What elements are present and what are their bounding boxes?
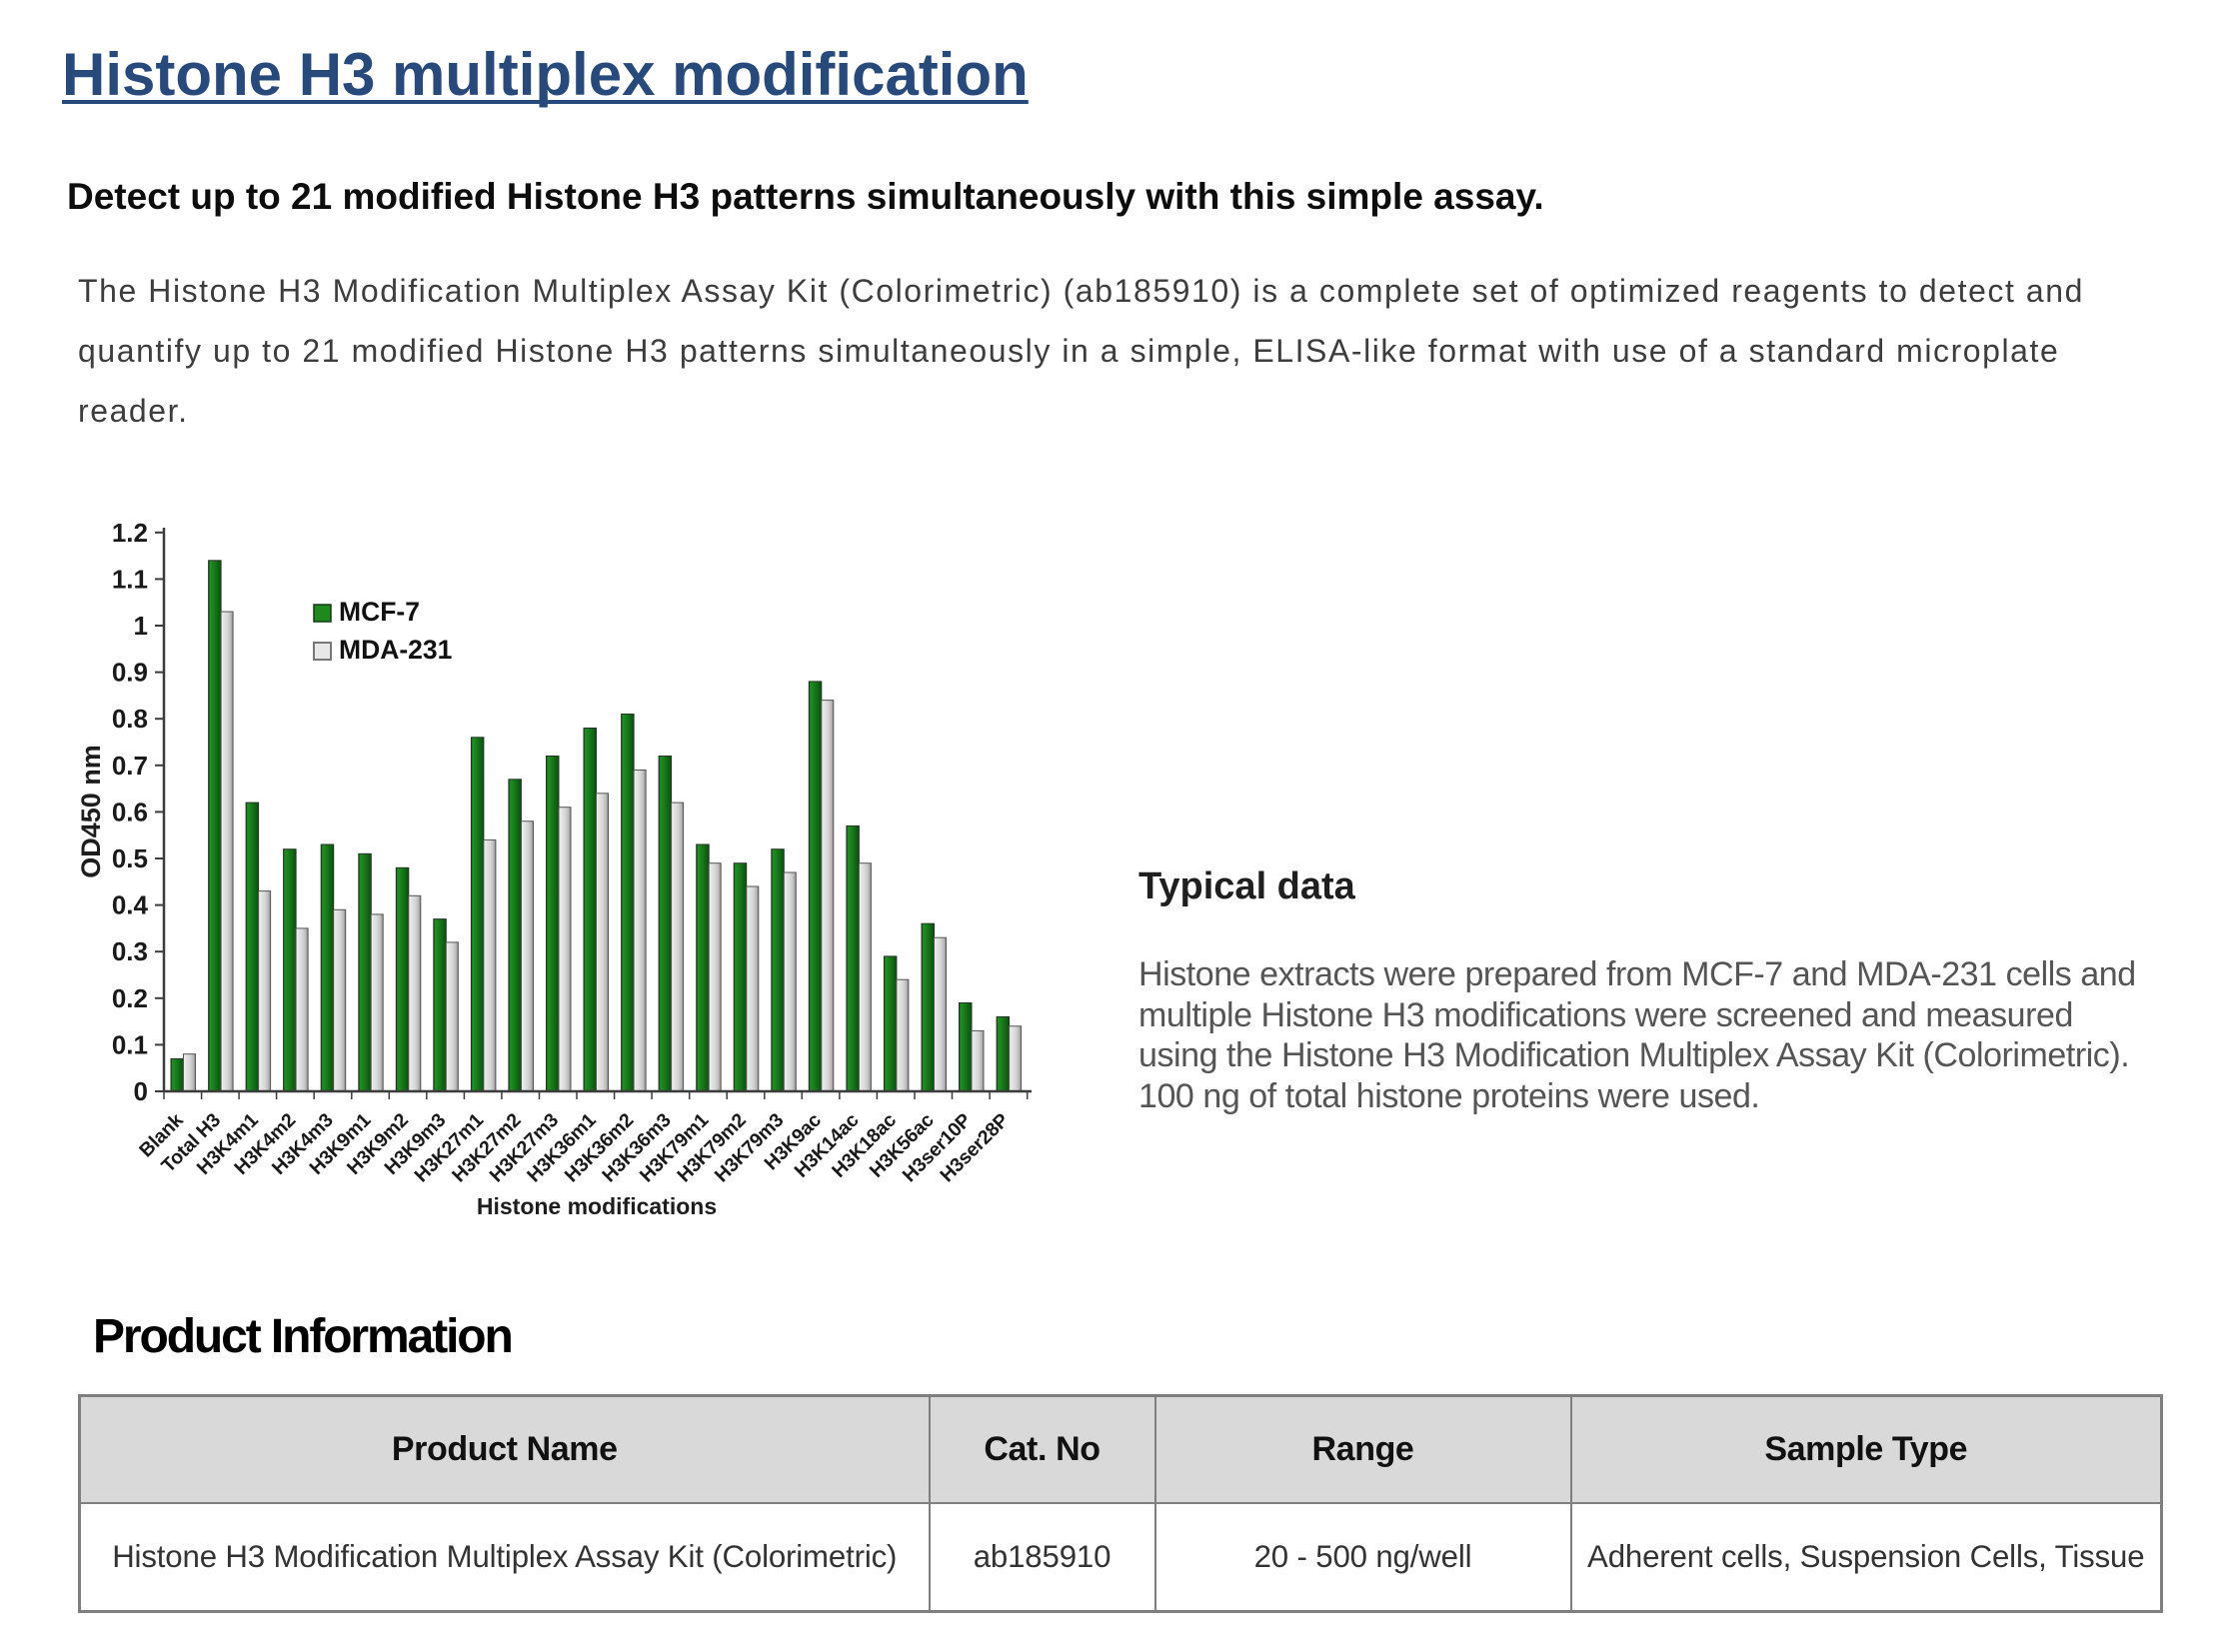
svg-text:0: 0 (134, 1076, 148, 1106)
svg-text:0.4: 0.4 (112, 890, 149, 920)
svg-text:0.2: 0.2 (112, 983, 148, 1013)
svg-text:0.1: 0.1 (112, 1029, 148, 1059)
svg-text:0.8: 0.8 (112, 704, 148, 734)
svg-text:1: 1 (134, 611, 148, 641)
svg-text:0.7: 0.7 (112, 751, 148, 781)
svg-text:0.3: 0.3 (112, 936, 148, 966)
svg-text:MDA-231: MDA-231 (339, 635, 452, 665)
svg-text:1.2: 1.2 (112, 518, 148, 548)
svg-text:0.5: 0.5 (112, 843, 148, 873)
svg-text:0.9: 0.9 (112, 658, 148, 688)
svg-text:Histone modifications: Histone modifications (477, 1193, 717, 1219)
svg-text:OD450 nm: OD450 nm (76, 745, 106, 878)
svg-text:MCF-7: MCF-7 (339, 597, 420, 627)
svg-text:1.1: 1.1 (112, 564, 148, 594)
svg-text:0.6: 0.6 (112, 797, 148, 826)
